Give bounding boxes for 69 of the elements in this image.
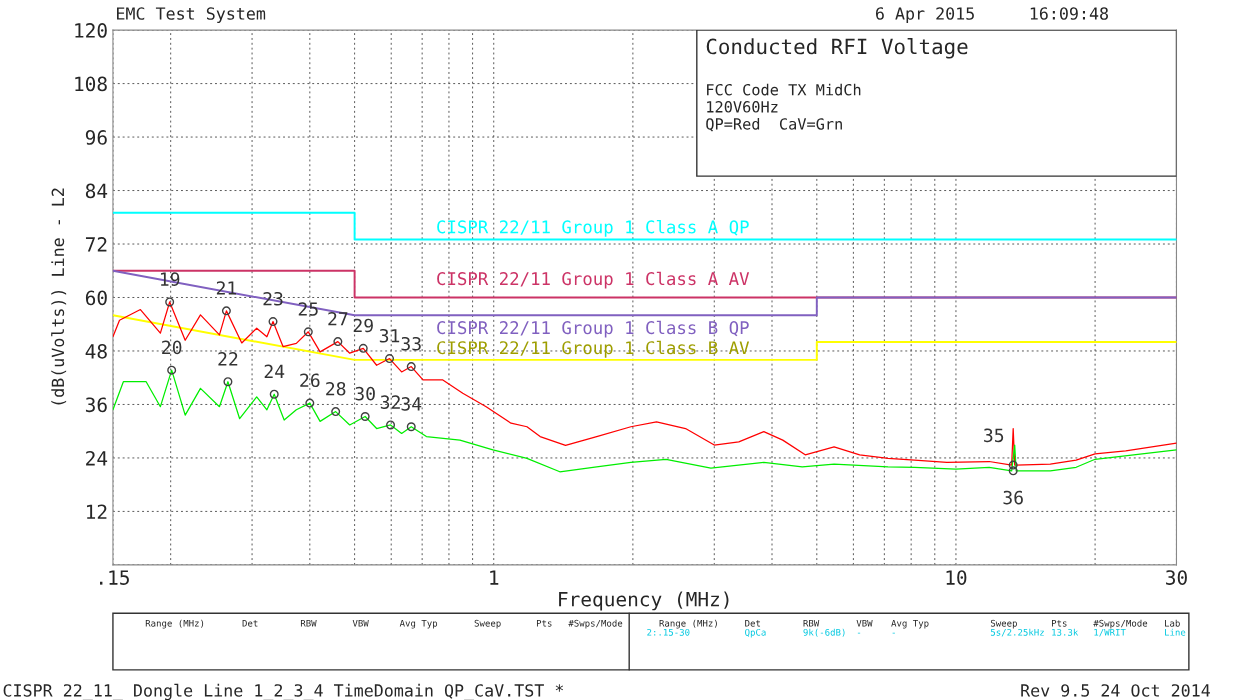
- series-label: CISPR 22/11 Group 1 Class A AV: [437, 271, 750, 289]
- text: Rev 9.5 24 Oct 2014: [1021, 684, 1210, 697]
- x-tick-label: 10: [946, 570, 967, 585]
- text: VBW: [352, 619, 369, 627]
- y-tick-label: 96: [85, 130, 107, 145]
- text: 1/WRIT: [1094, 629, 1126, 637]
- series-label: CISPR 22/11 Group 1 Class B AV: [437, 340, 750, 358]
- annotation: 35: [984, 428, 1004, 443]
- y-tick-label: 120: [75, 23, 107, 38]
- text: Line: [1165, 628, 1186, 636]
- text: 16:09:48: [1030, 7, 1108, 20]
- y-tick-label: 36: [85, 397, 107, 413]
- text: Range (MHz): [145, 619, 204, 629]
- text: RBW: [803, 619, 820, 627]
- annotation: 22: [218, 352, 238, 366]
- annotation: 33: [401, 336, 421, 351]
- y-tick-label: 72: [85, 237, 107, 252]
- text: Avg Typ: [399, 619, 438, 629]
- chart-title: Conducted RFI Voltage: [706, 38, 968, 59]
- text: -: [892, 632, 895, 634]
- text: Range (MHz): [659, 619, 717, 629]
- text: 5s/2.25kHz: [990, 628, 1044, 637]
- annotation: 20: [162, 340, 182, 355]
- y-tick-label: 12: [86, 504, 107, 519]
- text: QpCa: [745, 628, 766, 638]
- annotation: QP=Red CaV=Grn: [706, 117, 842, 132]
- text: Det: [242, 619, 258, 627]
- x-tick-label: .15: [100, 570, 129, 585]
- text: Sweep: [474, 619, 501, 629]
- x-tick-label: 30: [1166, 570, 1187, 585]
- text: #Swps/Mode: [568, 619, 623, 629]
- text: Lab: [1165, 619, 1180, 627]
- text: 13.3k: [1052, 628, 1079, 636]
- text: Det: [745, 619, 761, 627]
- y-tick-label: 48: [85, 343, 107, 359]
- annotation: 34: [401, 397, 422, 411]
- text: EMC Test System: [117, 7, 266, 24]
- text: RBW: [300, 619, 317, 627]
- series-label: CISPR 22/11 Group 1 Class A QP: [437, 219, 749, 237]
- text: 9k(-6dB): [803, 628, 845, 637]
- series-label: CISPR 22/11 Group 1 Class B QP: [437, 320, 749, 338]
- text: #Swps/Mode: [1093, 619, 1148, 629]
- annotation: 27: [328, 311, 348, 326]
- annotation: 32: [380, 395, 400, 409]
- x-axis-title: Frequency (MHz): [559, 591, 729, 611]
- x-tick-label: 1: [490, 570, 499, 585]
- y-tick-label: 60: [85, 290, 107, 306]
- y-tick-label: 24: [86, 450, 108, 466]
- text: Pts: [536, 619, 552, 627]
- annotation: FCC Code TX MidCh: [707, 83, 861, 96]
- text: Avg Typ: [891, 619, 929, 629]
- text: -: [857, 632, 861, 634]
- annotation: 24: [264, 364, 285, 378]
- text: Sweep: [990, 619, 1017, 629]
- annotation: 120V60Hz: [707, 101, 778, 113]
- y-axis-title: (dB(uVolts)) Line - L2: [51, 188, 67, 405]
- annotation: 29: [353, 318, 373, 333]
- y-tick-label: 108: [75, 76, 107, 92]
- annotation: 26: [300, 373, 320, 388]
- text: 2:.15-30: [647, 628, 690, 636]
- text: CISPR 22_11_ Dongle Line 1_2_3_4 TimeDomain QP_CaV.TST *: [3, 683, 564, 700]
- text: VBW: [856, 619, 873, 627]
- text: 6 Apr 2015: [875, 7, 974, 24]
- text: Pts: [1052, 619, 1067, 627]
- annotation: 28: [326, 381, 346, 396]
- annotation: 30: [355, 386, 375, 401]
- annotation: 31: [379, 328, 400, 343]
- y-tick-label: 84: [85, 183, 108, 199]
- annotation: 36: [1003, 490, 1023, 505]
